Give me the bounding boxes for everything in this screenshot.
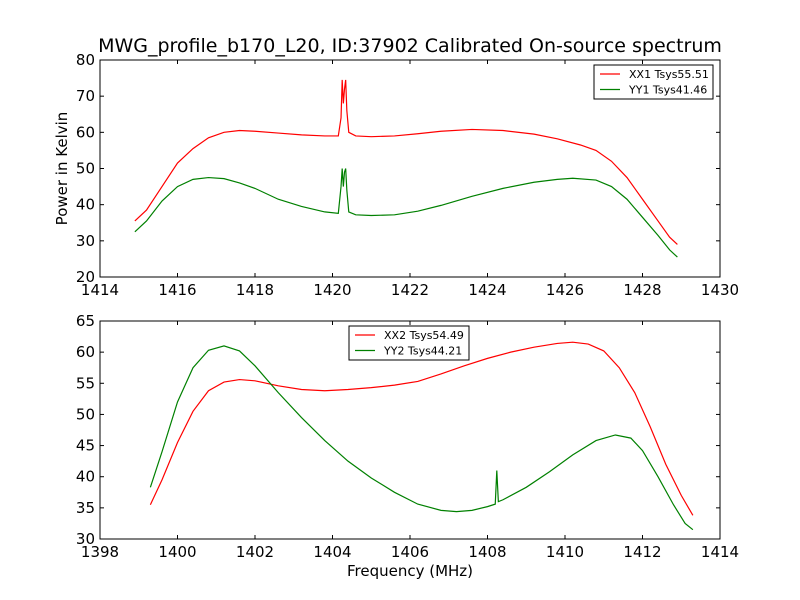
top-x-tick-label: 1416: [158, 281, 196, 299]
bottom-x-tick-label: 1410: [546, 543, 584, 561]
top-x-tick-label: 1426: [546, 281, 584, 299]
top-x-tick-label: 1428: [623, 281, 661, 299]
top-y-axis-label: Power in Kelvin: [53, 112, 71, 226]
bottom-y-tick-label: 40: [76, 468, 95, 486]
figure-title: MWG_profile_b170_L20, ID:37902 Calibrate…: [98, 35, 722, 57]
bottom-x-tick-label: 1412: [623, 543, 661, 561]
bottom-y-tick-label: 45: [76, 437, 95, 455]
top-y-tick-label: 80: [76, 51, 95, 69]
top-chart-panel: 1414 1416 1418 1420 1422 1424 1426 1428 1430 20 30…: [53, 51, 739, 299]
bottom-x-tick-label: 1408: [468, 543, 506, 561]
top-y-tick-label: 70: [76, 87, 95, 105]
bottom-legend-label-1: XX2 Tsys54.49: [384, 329, 464, 342]
top-y-tick-label: 30: [76, 232, 95, 250]
bottom-chart-panel: 1398 1400 1402 1404 1406 1408 1410 1412 1414 30 35…: [76, 312, 739, 580]
top-series-line-2: [134, 168, 678, 258]
top-x-tick-label: 1430: [701, 281, 739, 299]
bottom-y-tick-label: 35: [76, 499, 95, 517]
top-y-tick-label: 40: [76, 196, 95, 214]
top-y-tick-label: 60: [76, 123, 95, 141]
top-x-tick-label: 1414: [81, 281, 119, 299]
bottom-x-tick-label: 1400: [158, 543, 196, 561]
top-y-tick-label: 20: [76, 268, 95, 286]
bottom-y-tick-label: 65: [76, 312, 95, 330]
top-x-tick-label: 1418: [236, 281, 274, 299]
top-legend-label-2: YY1 Tsys41.46: [628, 84, 707, 97]
bottom-y-tick-label: 30: [76, 530, 95, 548]
bottom-y-tick-label: 55: [76, 374, 95, 392]
top-legend: [593, 64, 714, 100]
bottom-y-tick-label: 60: [76, 343, 95, 361]
top-legend-label-1: XX1 Tsys55.51: [629, 68, 709, 81]
top-series-line-1: [134, 79, 678, 245]
bottom-x-tick-label: 1404: [313, 543, 351, 561]
top-x-tick-label: 1422: [391, 281, 429, 299]
bottom-series-line-1: [149, 341, 694, 516]
bottom-legend-label-2: YY2 Tsys44.21: [383, 345, 462, 358]
bottom-y-tick-label: 50: [76, 405, 95, 423]
bottom-x-axis-label: Frequency (MHz): [347, 562, 473, 580]
bottom-x-tick-label: 1402: [236, 543, 274, 561]
bottom-x-tick-label: 1414: [701, 543, 739, 561]
bottom-x-tick-label: 1406: [391, 543, 429, 561]
top-x-tick-label: 1424: [468, 281, 506, 299]
top-x-tick-label: 1420: [313, 281, 351, 299]
top-y-tick-label: 50: [76, 160, 95, 178]
bottom-x-tick-label: 1398: [81, 543, 119, 561]
bottom-legend: [348, 325, 470, 361]
bottom-series-line-2: [149, 345, 694, 531]
